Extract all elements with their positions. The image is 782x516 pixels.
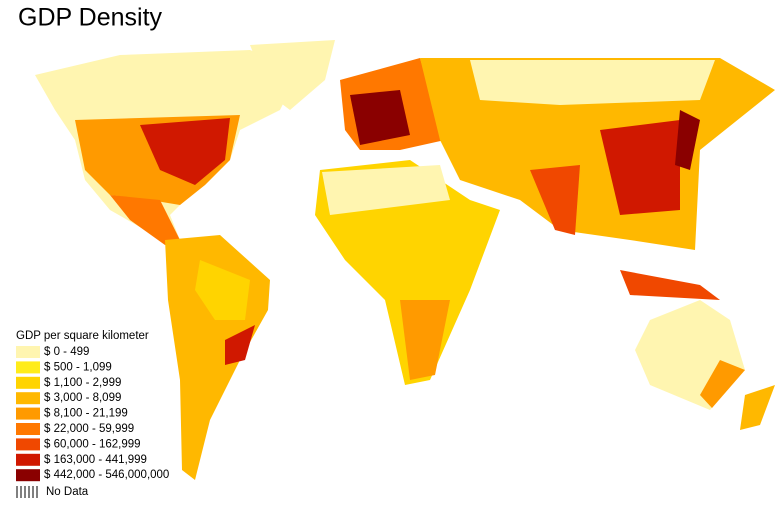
legend: $ 0 - 499 $ 500 - 1,099 $ 1,100 - 2,999 $ 3…: [16, 346, 169, 481]
legend-swatch: [16, 361, 40, 374]
no-data-swatch: [16, 486, 38, 498]
continents: [35, 40, 775, 480]
legend-label: $ 22,000 - 59,999: [44, 423, 134, 435]
africa: [315, 160, 500, 385]
china-east: [600, 120, 680, 215]
legend-swatch: [16, 438, 40, 451]
map-title: GDP Density: [18, 4, 163, 32]
legend-label: $ 442,000 - 546,000,000: [44, 469, 169, 481]
legend-title: GDP per square kilometer: [16, 330, 149, 342]
no-data-label: No Data: [46, 486, 89, 498]
legend-label: $ 1,100 - 2,999: [44, 377, 121, 389]
mexico: [110, 195, 180, 245]
legend-label: $ 3,000 - 8,099: [44, 392, 121, 404]
asia: [420, 58, 775, 250]
legend-label: $ 0 - 499: [44, 346, 89, 358]
legend-label: $ 500 - 1,099: [44, 361, 112, 373]
legend-swatch: [16, 392, 40, 405]
new-zealand: [740, 385, 775, 430]
legend-label: $ 163,000 - 441,999: [44, 454, 147, 466]
legend-swatch: [16, 346, 40, 358]
australia-east: [700, 360, 745, 408]
europe-west: [350, 90, 410, 145]
siberia: [470, 60, 715, 105]
sahara: [322, 165, 450, 215]
brazil-coast: [225, 325, 255, 365]
australia: [635, 300, 745, 410]
legend-swatch: [16, 469, 40, 482]
legend-swatch: [16, 407, 40, 420]
legend-swatch: [16, 423, 40, 435]
brazil-interior: [195, 260, 250, 320]
legend-label: $ 60,000 - 162,999: [44, 438, 141, 450]
legend-swatch: [16, 453, 40, 466]
japan: [675, 110, 700, 170]
southern-africa: [400, 300, 450, 380]
legend-label: $ 8,100 - 21,199: [44, 408, 128, 420]
indonesia: [620, 270, 720, 300]
legend-swatch: [16, 376, 40, 389]
india: [530, 165, 580, 235]
usa-east: [140, 118, 230, 185]
